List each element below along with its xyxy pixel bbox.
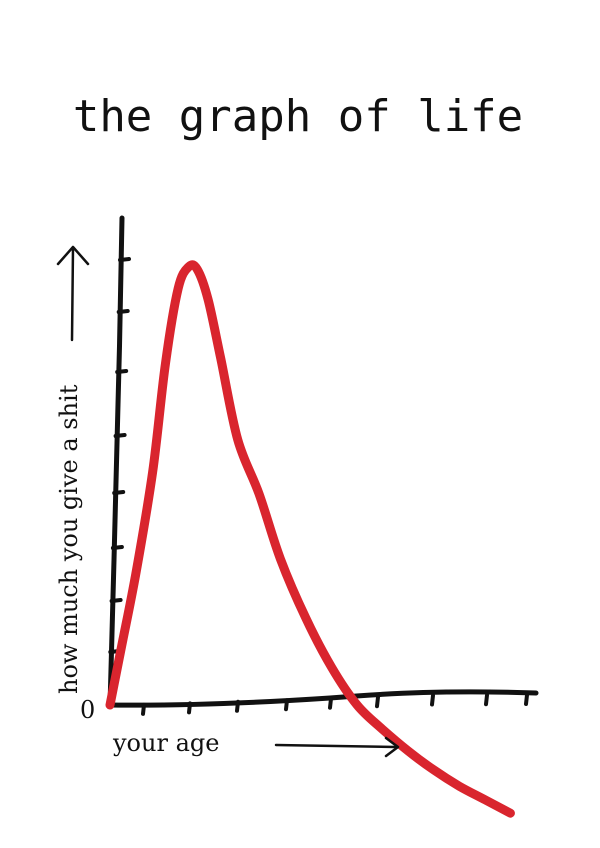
x-axis-tick [375,695,380,709]
y-axis-tick [113,433,127,438]
x-axis-tick [141,702,146,716]
origin-label: 0 [80,696,95,724]
y-axis-tick [118,257,131,262]
y-axis-tick [115,369,129,374]
y-axis-tick [112,490,126,495]
x-axis-tick [524,693,529,706]
life-curve-series-line [105,260,515,818]
x-axis-tick [187,701,192,715]
y-axis-tick [110,545,124,550]
x-axis-tick [235,699,240,713]
y-axis-label: how much you give a shit [55,384,83,694]
y-axis-tick [116,309,130,314]
x-axis-tick [430,693,435,707]
x-axis-tick [284,698,289,712]
x-axis-tick [328,696,333,710]
x-axis-label: your age [112,729,219,757]
x-axis-ticks [141,693,529,716]
y-axis-tick [109,598,123,603]
y-axis-arrow-icon [56,245,90,342]
x-axis-arrow-icon [274,736,400,758]
chart-title: the graph of life [73,91,523,142]
x-axis-line [107,689,539,708]
x-axis-tick [484,693,489,707]
plot-area [105,260,515,818]
axes-group [107,215,539,716]
